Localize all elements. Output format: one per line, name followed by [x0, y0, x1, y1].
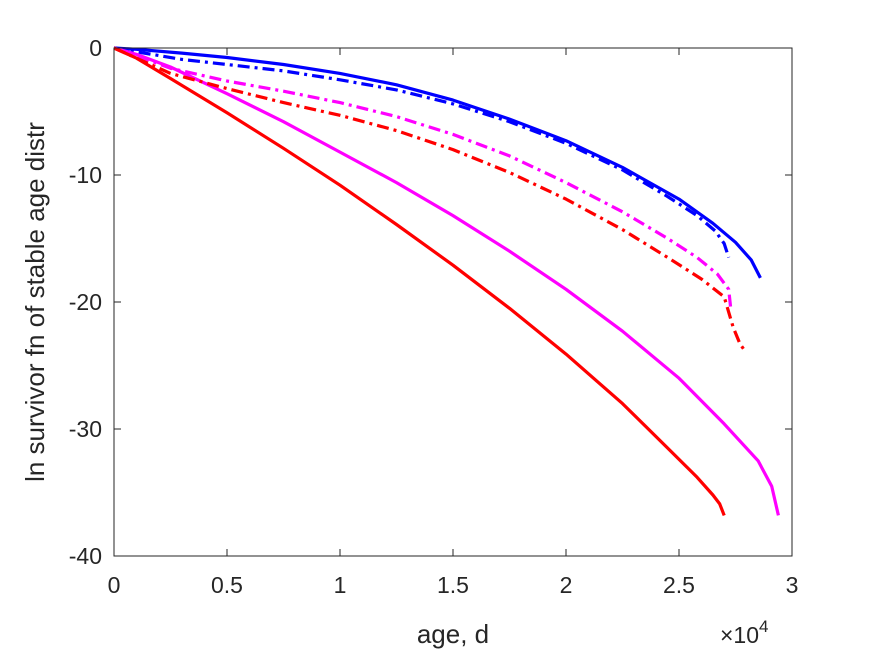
x-tick-label-6: 3: [786, 572, 799, 598]
series-line-6: [113, 46, 746, 352]
y-tick-label-1: -10: [69, 162, 102, 188]
x-axis-label: age, d: [417, 619, 489, 649]
x-exponent-label: ×104: [720, 617, 768, 648]
y-axis-label: ln survivor fn of stable age distr: [20, 122, 50, 482]
plot-area: [114, 48, 792, 556]
series-line-2: [113, 46, 731, 258]
y-tick-label-2: -20: [69, 289, 102, 315]
x-tick-label-3: 1.5: [437, 572, 469, 598]
y-tick-label-3: -30: [69, 416, 102, 442]
x-exponent-base: ×10: [720, 622, 759, 648]
x-exponent-power: 4: [759, 617, 768, 636]
series-layer: [113, 46, 780, 516]
x-tick-label-2: 1: [334, 572, 347, 598]
series-line-4: [113, 46, 733, 312]
series-line-1: [113, 46, 762, 279]
x-tick-label-5: 2.5: [663, 572, 695, 598]
y-tick-label-0: 0: [89, 35, 102, 61]
x-tick-label-0: 0: [108, 572, 121, 598]
series-line-3: [113, 46, 780, 516]
y-tick-label-4: -40: [69, 543, 102, 569]
x-tick-label-1: 0.5: [211, 572, 243, 598]
x-tick-label-4: 2: [560, 572, 573, 598]
tick-layer: 0 0.5 1 1.5 2 2.5 3 0 -10 -20 -30 -40: [69, 35, 799, 598]
series-line-5: [113, 46, 726, 516]
